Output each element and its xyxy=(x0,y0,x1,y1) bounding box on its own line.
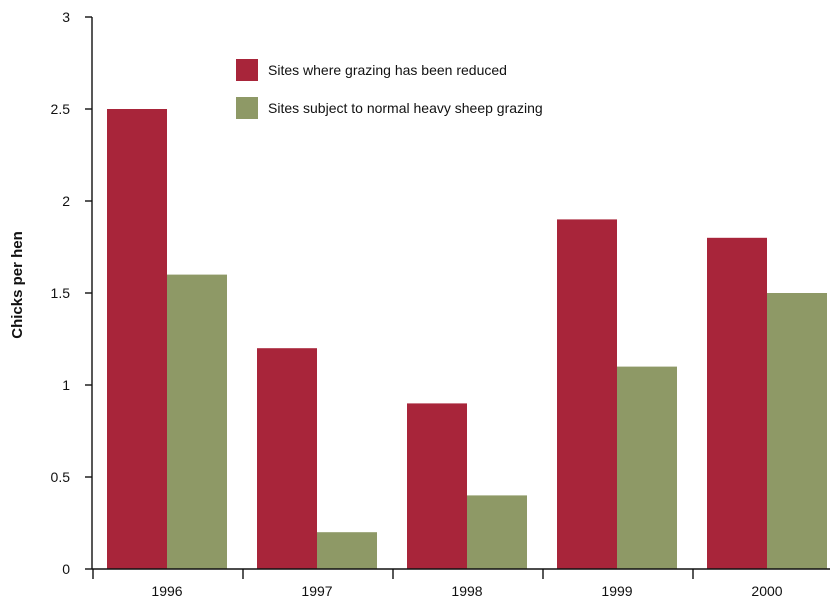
bar-1998-series-1 xyxy=(407,403,467,569)
x-axis: 1996 1997 1998 1999 2000 xyxy=(92,568,830,599)
y-tick-label: 2 xyxy=(62,193,70,209)
legend-label-2: Sites subject to normal heavy sheep graz… xyxy=(268,100,543,116)
bar-1996-series-2 xyxy=(167,274,227,569)
bar-1997-series-1 xyxy=(257,348,317,569)
legend-swatch-1 xyxy=(236,59,258,81)
bar-2000-series-2 xyxy=(767,293,827,569)
y-tick-label: 1.5 xyxy=(51,285,71,301)
bars-group xyxy=(107,109,827,570)
y-tick-label: 0.5 xyxy=(51,469,71,485)
y-tick-label: 2.5 xyxy=(51,101,71,117)
y-tick-label: 3 xyxy=(62,9,70,25)
legend: Sites where grazing has been reduced Site… xyxy=(236,59,543,119)
legend-label-1: Sites where grazing has been reduced xyxy=(268,62,507,78)
bar-1999-series-2 xyxy=(617,366,677,569)
x-tick-label: 1999 xyxy=(601,583,632,599)
y-axis-label: Chicks per hen xyxy=(9,231,26,339)
bar-1998-series-2 xyxy=(467,495,527,569)
x-tick-label: 1998 xyxy=(451,583,482,599)
bar-1999-series-1 xyxy=(557,219,617,569)
bar-1996-series-1 xyxy=(107,109,167,569)
y-tick-label: 0 xyxy=(62,561,70,577)
bar-2000-series-1 xyxy=(707,237,767,570)
x-tick-label: 1996 xyxy=(151,583,182,599)
y-axis: 0 0.5 1 1.5 2 2.5 3 xyxy=(51,9,93,577)
x-tick-label: 2000 xyxy=(751,583,782,599)
legend-swatch-2 xyxy=(236,97,258,119)
x-tick-label: 1997 xyxy=(301,583,332,599)
bar-1997-series-2 xyxy=(317,532,377,569)
y-tick-label: 1 xyxy=(62,377,70,393)
